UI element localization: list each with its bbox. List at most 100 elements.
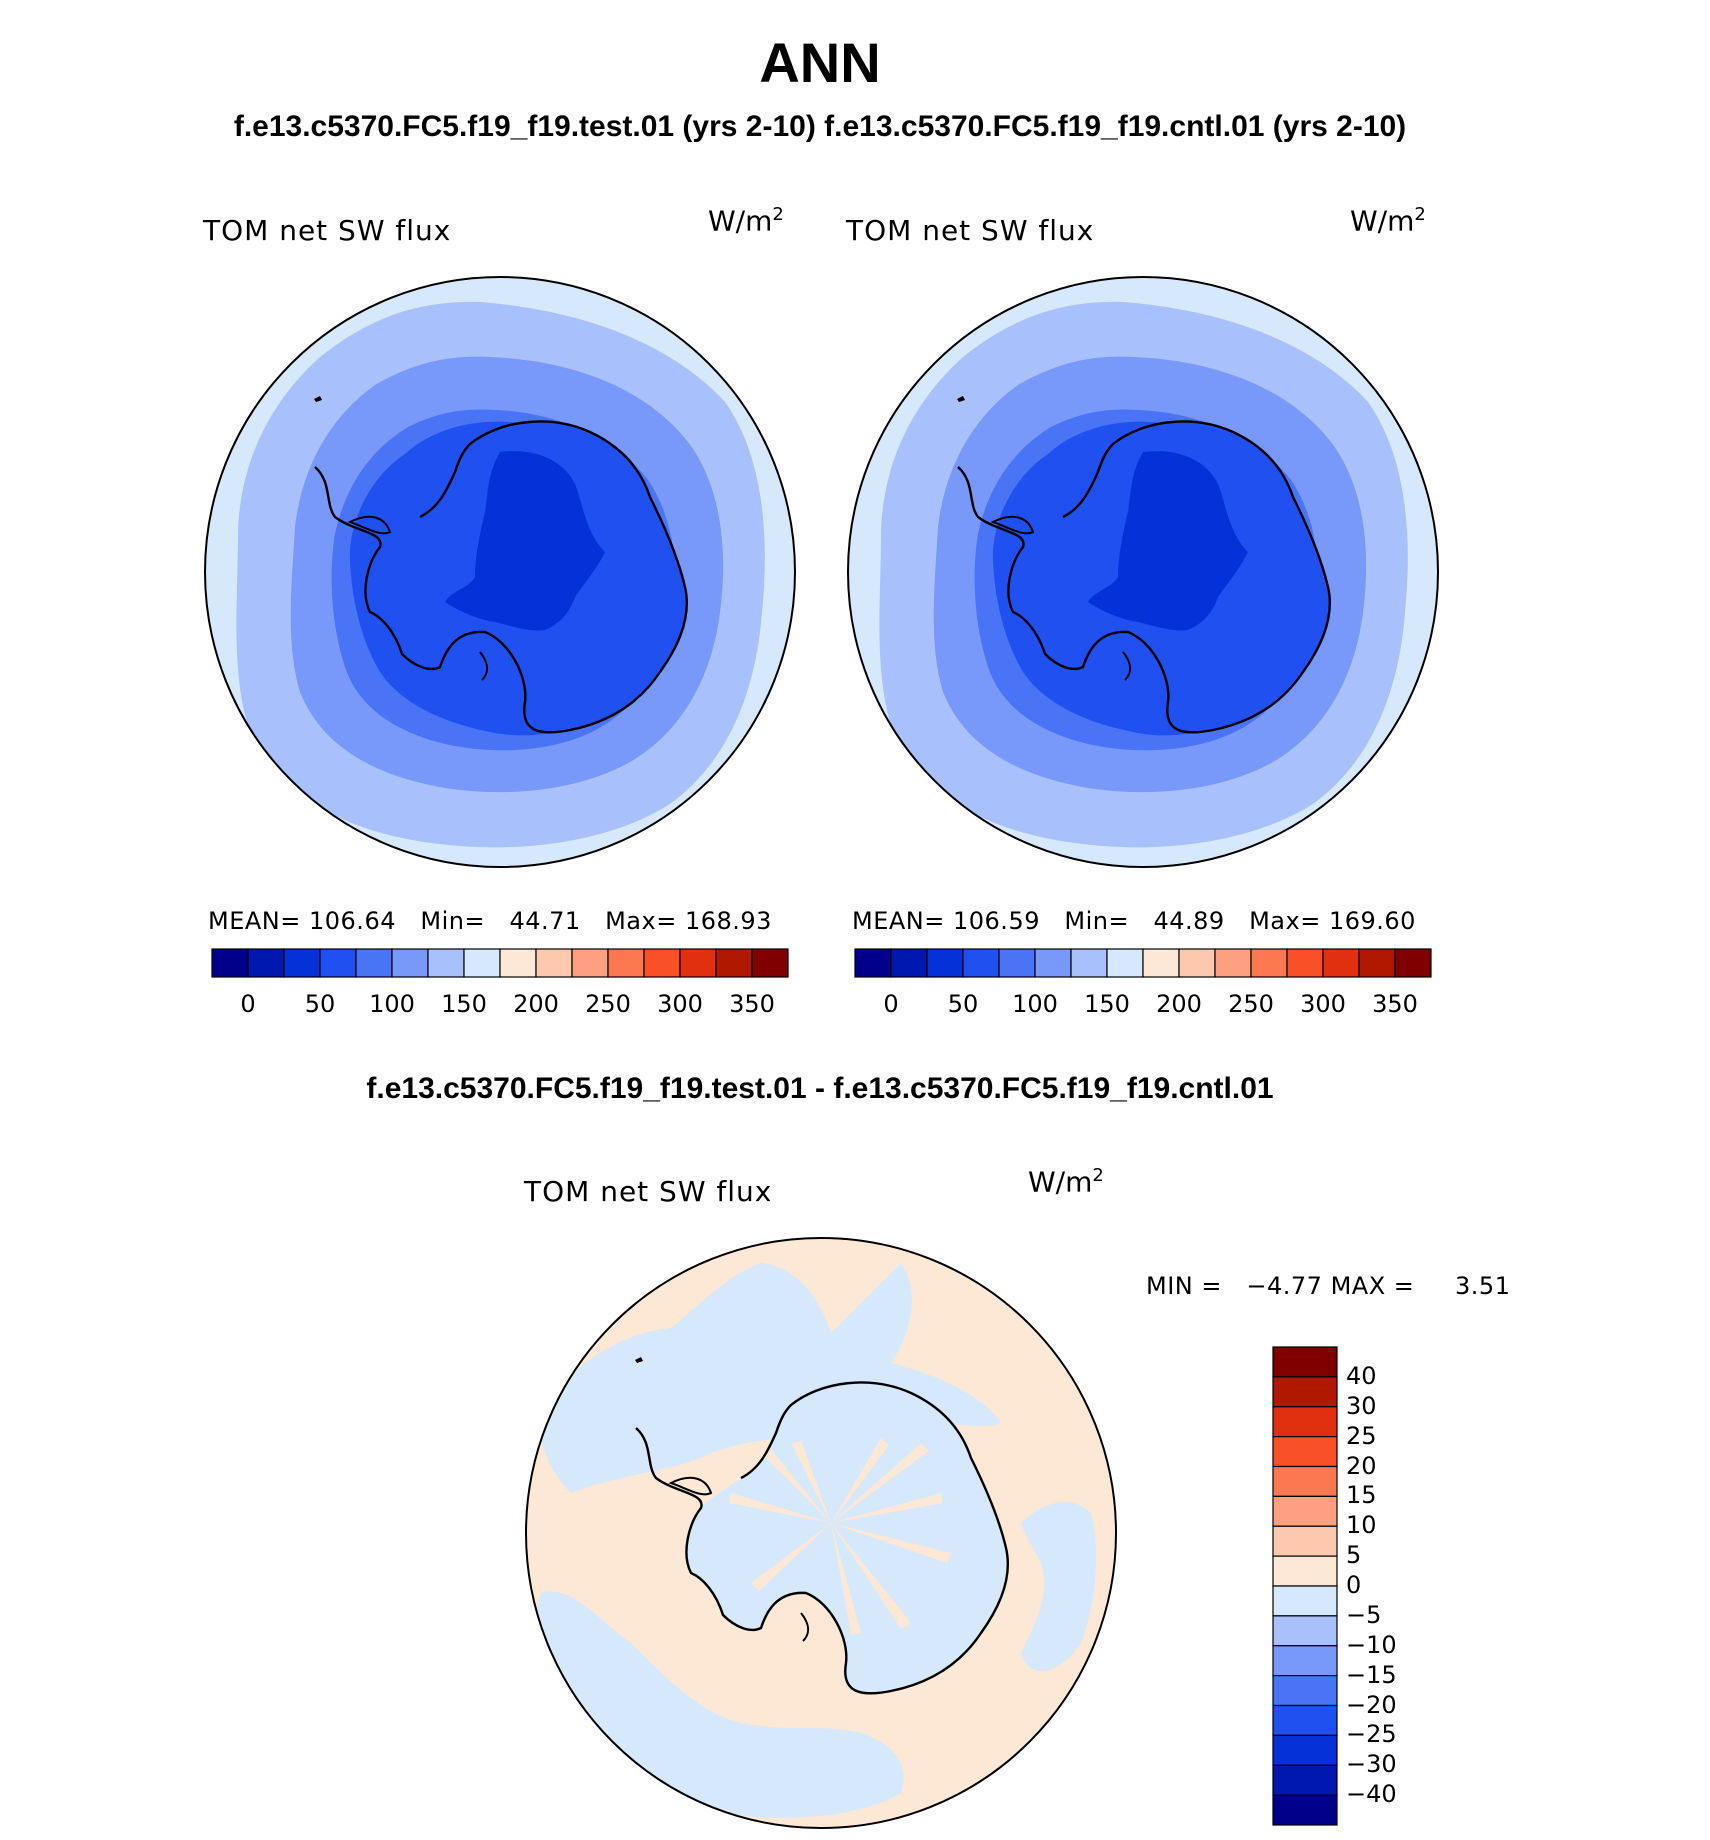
- colorbar-control: [854, 948, 1432, 978]
- figure-title: ANN: [759, 31, 881, 94]
- colorbar-tick-label: 250: [1228, 990, 1274, 1018]
- colorbar-swatch: [391, 948, 429, 978]
- colorbar-swatch: [1272, 1704, 1338, 1736]
- map-difference: [525, 1237, 1117, 1829]
- stat-min-value: −4.77: [1246, 1272, 1323, 1300]
- colorbar-swatch: [283, 948, 321, 978]
- colorbar-difference: [1272, 1346, 1338, 1826]
- colorbar-tick-label: −40: [1346, 1780, 1397, 1809]
- colorbar-swatch: [211, 948, 249, 978]
- colorbar-tick-label: 0: [240, 990, 256, 1018]
- colorbar-swatch: [319, 948, 357, 978]
- colorbar-swatch: [1142, 948, 1180, 978]
- panel-control-units: W/m2: [1350, 204, 1426, 238]
- colorbar-swatch: [1272, 1794, 1338, 1826]
- comparison-subtitle: f.e13.c5370.FC5.f19_f19.test.01 (yrs 2-1…: [233, 110, 1407, 143]
- colorbar-swatch: [1272, 1734, 1338, 1766]
- colorbar-swatch: [1272, 1675, 1338, 1707]
- colorbar-swatch: [1214, 948, 1252, 978]
- stat-mean-label: MEAN=: [852, 907, 945, 935]
- map-diff-positive-streaks: [729, 1438, 951, 1635]
- colorbar-swatch: [1272, 1376, 1338, 1408]
- stat-max-label: MAX =: [1330, 1272, 1415, 1300]
- colorbar-tick-label: 0: [883, 990, 899, 1018]
- stat-max-value: 168.93: [684, 907, 772, 935]
- colorbar-tick-label: −5: [1346, 1600, 1382, 1629]
- colorbar-swatch: [1178, 948, 1216, 978]
- colorbar-swatch: [1272, 1615, 1338, 1647]
- colorbar-swatch: [854, 948, 892, 978]
- colorbar-tick-label: −25: [1346, 1720, 1397, 1749]
- colorbar-tick-label: −10: [1346, 1630, 1397, 1659]
- panel-diff-stats: MIN = −4.77 MAX = 3.51: [1146, 1272, 1510, 1300]
- colorbar-tick-label: 10: [1346, 1511, 1377, 1540]
- colorbar-swatch: [1272, 1406, 1338, 1438]
- colorbar-swatch: [463, 948, 501, 978]
- colorbar-tick-label: 200: [513, 990, 559, 1018]
- colorbar-tick-label: −15: [1346, 1660, 1397, 1689]
- colorbar-swatch: [1272, 1436, 1338, 1468]
- colorbar-swatch: [1272, 1495, 1338, 1527]
- colorbar-swatch: [1106, 948, 1144, 978]
- colorbar-swatch: [247, 948, 285, 978]
- stat-min-value: 44.89: [1153, 907, 1225, 935]
- colorbar-swatch: [607, 948, 645, 978]
- colorbar-tick-label: 250: [585, 990, 631, 1018]
- colorbar-swatch: [1034, 948, 1072, 978]
- map-test-island: [314, 396, 322, 402]
- colorbar-test: [211, 948, 789, 978]
- colorbar-swatch: [1322, 948, 1360, 978]
- colorbar-swatch: [427, 948, 465, 978]
- map-control-ice-shelf: [990, 515, 1131, 681]
- colorbar-tick-label: 150: [1084, 990, 1130, 1018]
- colorbar-tick-label: 300: [657, 990, 703, 1018]
- panel-test-units: W/m2: [708, 204, 784, 238]
- stat-mean-value: 106.64: [309, 907, 396, 935]
- stat-min-label: Min=: [1064, 907, 1130, 935]
- colorbar-swatch: [1358, 948, 1396, 978]
- colorbar-swatch: [751, 948, 789, 978]
- stat-mean-value: 106.59: [953, 907, 1040, 935]
- colorbar-tick-label: −30: [1346, 1750, 1397, 1779]
- stat-max-value: 3.51: [1455, 1272, 1511, 1300]
- colorbar-swatch: [1272, 1764, 1338, 1796]
- panel-test-stats: MEAN= 106.64 Min= 44.71 Max= 168.93: [208, 907, 772, 935]
- colorbar-tick-label: 300: [1300, 990, 1346, 1018]
- colorbar-swatch: [643, 948, 681, 978]
- map-test-ice-shelf: [347, 515, 488, 681]
- colorbar-swatch: [998, 948, 1036, 978]
- map-test-coastline: [314, 420, 689, 734]
- colorbar-swatch: [1272, 1645, 1338, 1677]
- stat-min-label: MIN =: [1146, 1272, 1222, 1300]
- colorbar-swatch: [1272, 1346, 1338, 1378]
- colorbar-tick-label: 15: [1346, 1481, 1377, 1510]
- map-control-coastline: [957, 420, 1332, 734]
- colorbar-swatch: [679, 948, 717, 978]
- map-diff-ice-shelf: [668, 1476, 809, 1642]
- colorbar-tick-label: −20: [1346, 1690, 1397, 1719]
- colorbar-swatch: [1272, 1585, 1338, 1617]
- colorbar-tick-label: 200: [1156, 990, 1202, 1018]
- colorbar-tick-label: 0: [1346, 1571, 1362, 1599]
- panel-diff-variable-label: TOM net SW flux: [524, 1175, 773, 1208]
- colorbar-tick-label: 50: [947, 990, 979, 1018]
- panel-test-variable-label: TOM net SW flux: [203, 214, 452, 247]
- colorbar-tick-label: 25: [1346, 1421, 1377, 1450]
- map-control-island: [957, 396, 965, 402]
- map-control: [847, 276, 1439, 868]
- colorbar-swatch: [535, 948, 573, 978]
- colorbar-swatch: [926, 948, 964, 978]
- colorbar-tick-label: 350: [1372, 990, 1418, 1018]
- map-diff-negative-region-continent: [686, 1382, 1008, 1694]
- stat-min-value: 44.71: [509, 907, 581, 935]
- map-diff-island: [635, 1357, 643, 1363]
- colorbar-swatch: [890, 948, 928, 978]
- panel-control-stats: MEAN= 106.59 Min= 44.89 Max= 169.60: [852, 907, 1416, 935]
- colorbar-tick-label: 20: [1346, 1451, 1377, 1480]
- colorbar-swatch: [1272, 1555, 1338, 1587]
- map-test: [204, 276, 796, 868]
- colorbar-tick-label: 40: [1346, 1361, 1377, 1390]
- map-control-border: [847, 276, 1439, 868]
- panel-control-variable-label: TOM net SW flux: [846, 214, 1095, 247]
- colorbar-tick-label: 50: [304, 990, 336, 1018]
